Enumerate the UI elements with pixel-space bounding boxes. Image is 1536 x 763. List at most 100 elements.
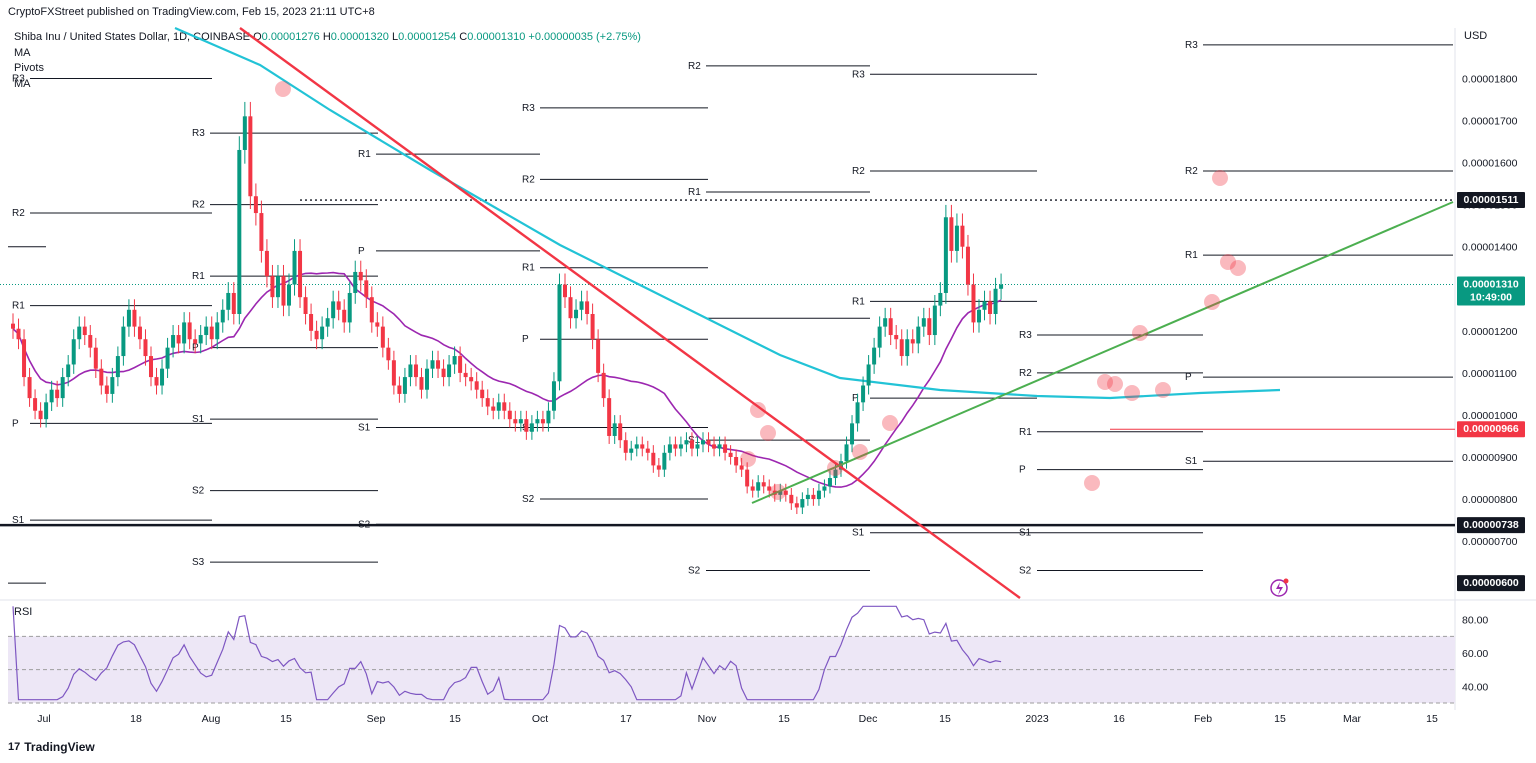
- candle-body: [905, 339, 910, 357]
- candle-body: [640, 444, 645, 449]
- pivot-label: P: [12, 418, 19, 429]
- touch-marker: [1220, 254, 1236, 270]
- candle-body: [502, 402, 507, 411]
- price-axis[interactable]: 0.00000600 0.00000700 0.00000800 0.00000900…: [1462, 73, 1518, 590]
- tag-current: [1457, 276, 1525, 306]
- candle-body: [11, 323, 15, 329]
- flash-icon-dot: [1283, 578, 1289, 584]
- time-tick-label: Sep: [367, 713, 386, 725]
- candle-body: [441, 368, 446, 378]
- candle-body: [827, 478, 832, 487]
- time-tick-label: Nov: [698, 713, 717, 725]
- tag-current-text: 0.00001310: [1463, 279, 1519, 291]
- pivot-label: S1: [852, 528, 865, 539]
- pivot-label: S1: [688, 435, 701, 446]
- time-tick-label: Dec: [859, 713, 878, 725]
- candle-body: [248, 116, 253, 197]
- candle-body: [767, 486, 772, 491]
- time-tick-label: 15: [778, 713, 790, 725]
- candle-body: [369, 297, 374, 323]
- candle-body: [275, 276, 280, 298]
- candle-body: [88, 335, 93, 348]
- candle-body: [850, 423, 855, 445]
- candle-body: [253, 196, 258, 214]
- horizontal-levels: [0, 199, 1455, 527]
- candle-body: [563, 284, 567, 298]
- candle-body: [226, 292, 231, 310]
- pivot-label: R1: [1185, 250, 1198, 261]
- rsi-tick-label: 40.00: [1462, 681, 1488, 693]
- candle-body: [342, 309, 347, 323]
- pivot-label: R2: [852, 166, 865, 177]
- candle-body: [99, 368, 104, 386]
- candle-body: [16, 328, 21, 340]
- candle-body: [149, 356, 153, 378]
- candle-body: [910, 339, 915, 344]
- high-value: 0.00001320: [330, 31, 389, 43]
- tag-1511: [1457, 192, 1525, 209]
- candle-body: [794, 503, 799, 508]
- candle-body: [314, 330, 319, 340]
- candle-body: [380, 326, 385, 348]
- candle-body: [419, 377, 424, 390]
- candle-body: [607, 398, 612, 436]
- touch-marker: [1132, 325, 1148, 341]
- candle-body: [861, 385, 866, 403]
- touch-marker: [750, 402, 766, 418]
- pivot-label: R3: [522, 103, 535, 114]
- candle-body: [557, 284, 562, 382]
- candle-body: [518, 419, 523, 424]
- candle-body: [612, 423, 617, 436]
- trendlines[interactable]: [239, 27, 1454, 599]
- pivot-label: R2: [12, 208, 25, 219]
- change-value: +0.00000035 (+2.75%): [528, 31, 641, 43]
- candle-body: [474, 381, 479, 390]
- candle-body: [651, 452, 656, 466]
- candle-body: [585, 301, 590, 314]
- price-tick-label: 0.00001700: [1462, 116, 1518, 128]
- candle-body: [270, 276, 275, 298]
- candle-body: [259, 213, 264, 251]
- candle-body: [231, 292, 236, 314]
- pivot-label: R3: [1185, 40, 1198, 51]
- price-tick-label: 0.00000700: [1462, 536, 1518, 548]
- candle-body: [712, 444, 717, 449]
- candle-body: [866, 364, 871, 386]
- candle-body: [529, 423, 534, 432]
- candle-body: [171, 335, 176, 348]
- candle-body: [954, 225, 959, 251]
- candle-body: [949, 217, 954, 251]
- indicator-pivots[interactable]: Pivots: [14, 62, 44, 74]
- candle-body: [590, 314, 595, 340]
- tag-738: [1457, 517, 1525, 534]
- pivot-label: R2: [1185, 166, 1198, 177]
- candle-body: [60, 377, 65, 399]
- pivot-label: S2: [522, 494, 535, 505]
- indicator-ma-1[interactable]: MA: [14, 46, 31, 59]
- candle-body: [402, 377, 407, 394]
- candle-body: [331, 301, 336, 319]
- time-tick-label: Feb: [1194, 713, 1212, 725]
- candle-body: [93, 347, 98, 369]
- tag-600-text: 0.00000600: [1463, 577, 1519, 589]
- candle-body: [574, 309, 579, 319]
- tag-600: [1457, 575, 1525, 592]
- candle-body: [695, 444, 700, 449]
- pivot-label: R3: [12, 73, 25, 84]
- currency-label[interactable]: USD: [1464, 30, 1488, 42]
- rsi-label[interactable]: RSI: [14, 606, 33, 618]
- candle-body: [408, 364, 413, 378]
- candle-body: [485, 398, 490, 407]
- time-axis[interactable]: Jul 18 Aug 15 Sep 15 Oct 17 Nov 15 Dec 15 2023 16 Feb 1…: [37, 713, 1438, 725]
- ma-fast-line: [174, 26, 1281, 400]
- candle-body: [347, 292, 352, 323]
- time-tick-label: 15: [1426, 713, 1438, 725]
- candle-body: [137, 326, 142, 340]
- candle-body: [734, 457, 739, 466]
- candle-body: [452, 356, 457, 365]
- published-header: CryptoFXStreet published on TradingView.…: [8, 6, 375, 18]
- indicator-ma-2[interactable]: MA: [14, 77, 31, 90]
- candle-body: [309, 314, 314, 331]
- candle-body: [298, 250, 303, 298]
